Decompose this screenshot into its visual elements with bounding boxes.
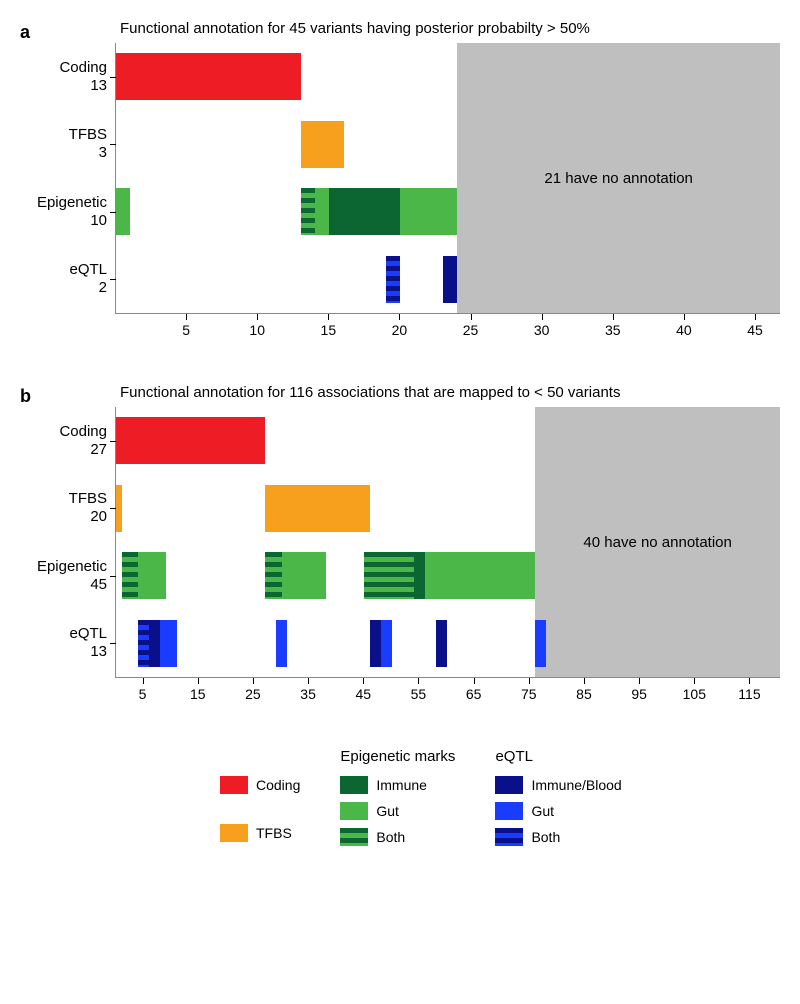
- y-label: Epigenetic10: [20, 194, 107, 230]
- y-label: TFBS3: [20, 126, 107, 162]
- y-label: Epigenetic45: [20, 558, 107, 594]
- legend-swatch: [340, 802, 368, 820]
- legend-swatch: [495, 802, 523, 820]
- legend-swatch: [495, 776, 523, 794]
- legend-label: Gut: [531, 803, 554, 819]
- legend-item: Immune: [340, 776, 455, 794]
- segment-eqtl_immune: [443, 256, 457, 303]
- y-label: eQTL13: [20, 625, 107, 661]
- segment-epi_gut: [138, 552, 166, 599]
- legend-label: Immune: [376, 777, 427, 793]
- segment-eqtl_gut: [381, 620, 392, 667]
- panel-a: a Functional annotation for 45 variants h…: [20, 20, 780, 344]
- legend-swatch: [340, 776, 368, 794]
- legend-group-title: Epigenetic marks: [340, 748, 455, 766]
- y-label: Coding27: [20, 423, 107, 459]
- y-axis-labels: Coding13 TFBS3 Epigenetic10 eQTL2: [20, 43, 115, 313]
- legend-swatch: [340, 828, 368, 846]
- segment-epi_both: [122, 552, 139, 599]
- legend-label: Gut: [376, 803, 399, 819]
- segment-tfbs: [301, 121, 344, 168]
- chart-row: [116, 620, 756, 667]
- y-label: eQTL2: [20, 261, 107, 297]
- no-annotation-label: 21 have no annotation: [544, 170, 692, 187]
- segment-eqtl_gut: [160, 620, 177, 667]
- chart-row: [116, 188, 756, 235]
- x-axis: 5152535455565758595105115: [115, 678, 755, 708]
- legend-item: Coding: [220, 776, 300, 794]
- segment-epi_immune: [329, 188, 343, 235]
- segment-epi_gut: [282, 552, 326, 599]
- plot-area: 21 have no annotation: [115, 43, 780, 314]
- x-axis: 51015202530354045: [115, 314, 755, 344]
- segment-tfbs: [116, 485, 122, 532]
- legend-item: Gut: [340, 802, 455, 820]
- no-annotation-label: 40 have no annotation: [583, 534, 731, 551]
- legend-item: Gut: [495, 802, 621, 820]
- segment-coding: [116, 417, 265, 464]
- panel-label: b: [20, 384, 50, 407]
- legend-column: eQTL Immune/Blood Gut Both: [495, 748, 621, 846]
- legend-label: Coding: [256, 777, 300, 793]
- segment-eqtl_gut: [276, 620, 287, 667]
- segment-epi_immune: [344, 188, 401, 235]
- legend-swatch: [220, 776, 248, 794]
- legend-item: TFBS: [220, 824, 300, 842]
- segment-eqtl_both: [138, 620, 149, 667]
- chart-row: [116, 256, 756, 303]
- plot-area: 40 have no annotation: [115, 407, 780, 678]
- segment-epi_gut: [315, 188, 329, 235]
- legend-label: Both: [376, 829, 405, 845]
- segment-epi_gut: [400, 188, 457, 235]
- legend-group-title: eQTL: [495, 748, 621, 766]
- segment-eqtl_immune: [370, 620, 381, 667]
- chart-row: [116, 485, 756, 532]
- segment-tfbs: [265, 485, 370, 532]
- segment-eqtl_immune: [149, 620, 160, 667]
- chart-row: [116, 53, 756, 100]
- segment-epi_immune: [414, 552, 425, 599]
- legend-column: Epigenetic marks Immune Gut Both: [340, 748, 455, 846]
- segment-eqtl_both: [386, 256, 400, 303]
- segment-coding: [116, 53, 301, 100]
- segment-eqtl_gut: [535, 620, 546, 667]
- segment-epi_both: [301, 188, 315, 235]
- legend-column: Coding TFBS: [220, 748, 300, 846]
- legend: CodingTFBSEpigenetic marksImmuneGutBothe…: [220, 748, 780, 846]
- chart-row: [116, 121, 756, 168]
- y-label: TFBS20: [20, 490, 107, 526]
- legend-group-title: [220, 748, 300, 766]
- legend-label: Both: [531, 829, 560, 845]
- legend-swatch: [495, 828, 523, 846]
- segment-epi_both: [364, 552, 414, 599]
- legend-label: TFBS: [256, 825, 292, 841]
- y-label: Coding13: [20, 59, 107, 95]
- segment-epi_gut: [116, 188, 130, 235]
- legend-swatch: [220, 824, 248, 842]
- legend-item: Immune/Blood: [495, 776, 621, 794]
- segment-epi_gut: [425, 552, 535, 599]
- y-axis-labels: Coding27 TFBS20 Epigenetic45 eQTL13: [20, 407, 115, 677]
- panel-title: Functional annotation for 116 associatio…: [120, 384, 620, 401]
- segment-eqtl_immune: [436, 620, 447, 667]
- legend-item: Both: [495, 828, 621, 846]
- chart-row: [116, 417, 756, 464]
- chart-row: [116, 552, 756, 599]
- legend-label: Immune/Blood: [531, 777, 621, 793]
- segment-epi_both: [265, 552, 282, 599]
- panel-title: Functional annotation for 45 variants ha…: [120, 20, 590, 37]
- panel-b: b Functional annotation for 116 associati…: [20, 384, 780, 708]
- panel-label: a: [20, 20, 50, 43]
- legend-item: Both: [340, 828, 455, 846]
